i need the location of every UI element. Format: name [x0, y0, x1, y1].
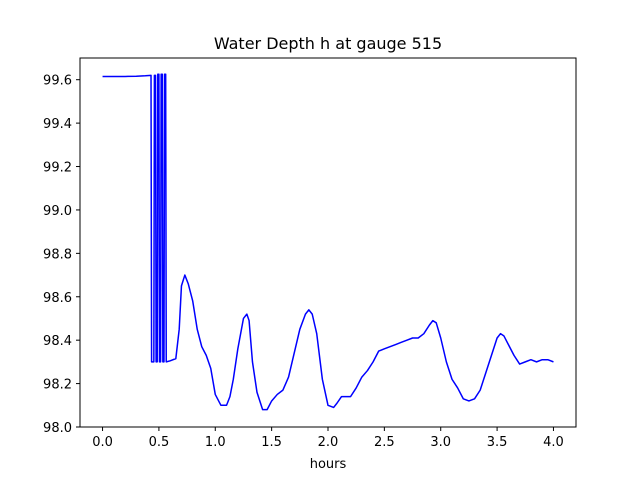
- y-tick-label: 99.4: [43, 117, 72, 132]
- x-tick-label: 0.0: [92, 435, 113, 450]
- x-tick-label: 1.5: [261, 435, 282, 450]
- y-tick-label: 99.6: [43, 74, 72, 89]
- x-tick-label: 3.0: [430, 435, 451, 450]
- y-tick-label: 99.0: [43, 204, 72, 219]
- x-tick-label: 2.0: [318, 435, 339, 450]
- plot-area: 0.0 0.5 1.0 1.5 2.0 2.5 3.0 3.5 4.0 98.0 98.2 98.4 9…: [43, 57, 577, 450]
- series-line-0: [102, 73, 554, 411]
- chart-title: Water Depth h at gauge 515: [214, 34, 442, 53]
- x-tick-label: 4.0: [543, 435, 564, 450]
- y-tick-label: 98.6: [43, 291, 72, 306]
- x-tick-label: 3.5: [487, 435, 508, 450]
- x-tick-label: 1.0: [205, 435, 226, 450]
- y-tick-label: 98.4: [43, 334, 72, 349]
- x-tick-label: 0.5: [149, 435, 170, 450]
- y-tick-label: 98.0: [43, 421, 72, 436]
- y-tick-label: 98.8: [43, 247, 72, 262]
- x-axis-label: hours: [310, 457, 347, 472]
- y-tick-label: 99.2: [43, 161, 72, 176]
- x-tick-label: 2.5: [374, 435, 395, 450]
- y-tick-label: 98.2: [43, 378, 72, 393]
